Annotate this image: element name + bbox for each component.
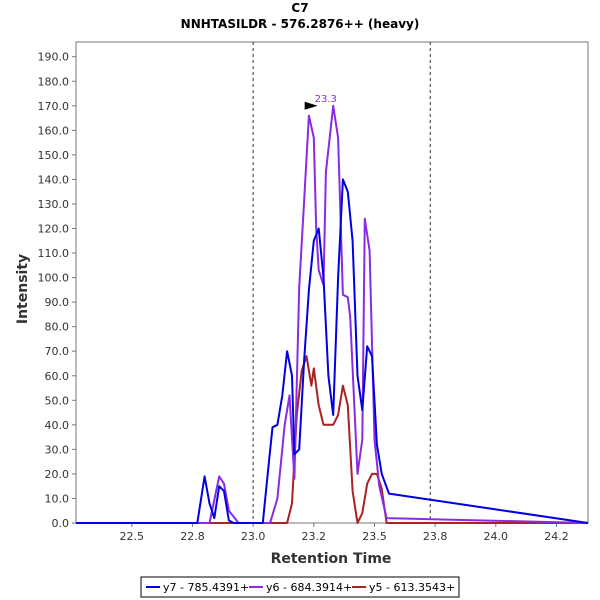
y-tick-label: 110.0 xyxy=(38,247,70,260)
legend-entry-label: y6 - 684.3914+ xyxy=(266,581,352,594)
y-tick-label: 20.0 xyxy=(45,468,70,481)
x-tick-label: 24.0 xyxy=(484,530,509,543)
chart-subtitle: NNHTASILDR - 576.2876++ (heavy) xyxy=(181,17,420,31)
x-tick-label: 24.2 xyxy=(544,530,569,543)
y-tick-label: 180.0 xyxy=(38,75,70,88)
x-tick-label: 22.5 xyxy=(120,530,145,543)
x-tick-label: 23.8 xyxy=(423,530,448,543)
y-tick-label: 120.0 xyxy=(38,223,70,236)
legend: y7 - 785.4391+ y6 - 684.3914+ y5 - 613.354… xyxy=(140,576,460,598)
y-tick-label: 0.0 xyxy=(52,517,70,530)
x-tick-label: 23.0 xyxy=(241,530,266,543)
x-axis: 22.5 22.8 23.0 23.2 23.5 23.8 24.0 24.2 xyxy=(120,523,569,543)
reference-lines xyxy=(252,42,431,523)
legend-box xyxy=(140,576,460,598)
peak-annotation: 23.3 xyxy=(304,94,337,110)
y-tick-label: 10.0 xyxy=(45,492,70,505)
y-tick-label: 130.0 xyxy=(38,198,70,211)
legend-entry-label: y7 - 785.4391+ xyxy=(163,581,249,594)
y-tick-label: 80.0 xyxy=(45,321,70,334)
y-tick-label: 100.0 xyxy=(38,272,70,285)
y-tick-label: 140.0 xyxy=(38,173,70,186)
y-tick-label: 70.0 xyxy=(45,345,70,358)
y-tick-label: 160.0 xyxy=(38,124,70,137)
chart-title: C7 xyxy=(291,1,308,15)
y-axis: 0.0 10.0 20.0 30.0 40.0 50.0 60.0 70.0 80.0 90.0 1… xyxy=(38,51,76,530)
x-axis-title: Retention Time xyxy=(271,551,392,567)
x-tick-label: 23.5 xyxy=(362,530,387,543)
y-tick-label: 90.0 xyxy=(45,296,70,309)
y-tick-label: 170.0 xyxy=(38,100,70,113)
y-tick-label: 40.0 xyxy=(45,419,70,432)
peak-arrow xyxy=(304,101,318,110)
series-line xyxy=(76,355,588,524)
y-tick-label: 190.0 xyxy=(38,51,70,64)
y-axis-title: Intensity xyxy=(15,254,31,324)
y-tick-label: 150.0 xyxy=(38,149,70,162)
x-tick-label: 22.8 xyxy=(180,530,205,543)
series-line xyxy=(76,178,589,524)
legend-entry-label: y5 - 613.3543+ xyxy=(369,581,455,594)
series-lines xyxy=(76,104,589,524)
y-tick-label: 50.0 xyxy=(45,394,70,407)
y-tick-label: 60.0 xyxy=(45,370,70,383)
x-tick-label: 23.2 xyxy=(302,530,327,543)
peak-label: 23.3 xyxy=(315,94,337,105)
y-tick-label: 30.0 xyxy=(45,443,70,456)
